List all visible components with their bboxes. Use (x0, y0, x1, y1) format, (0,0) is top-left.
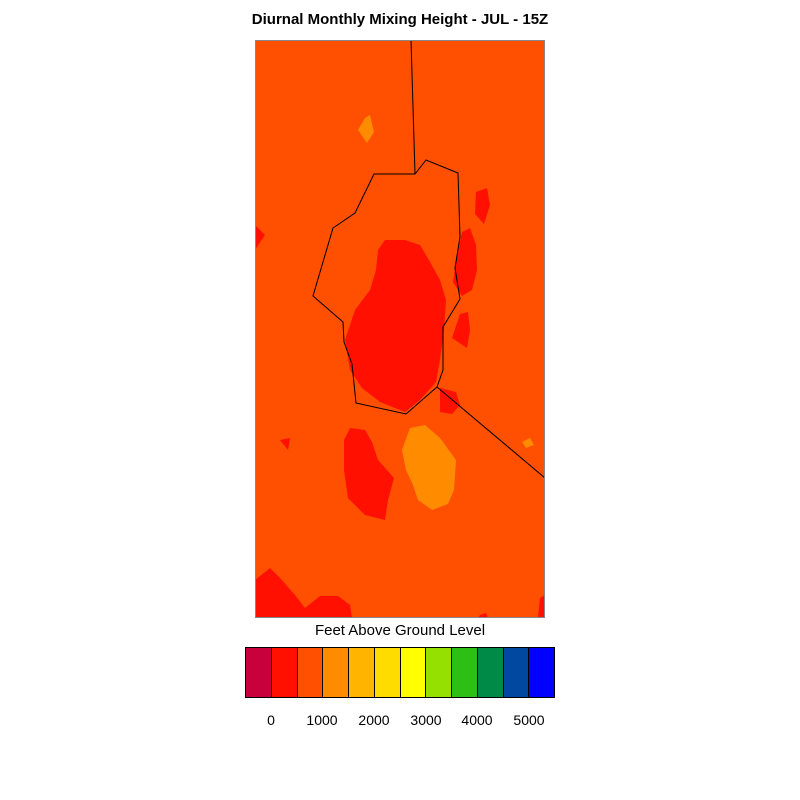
legend-title: Feet Above Ground Level (314, 622, 486, 639)
west-edge-low-zone (255, 225, 265, 250)
legend-swatch (246, 648, 272, 697)
legend-tick-label: 0 (267, 712, 275, 728)
legend-swatch (452, 648, 478, 697)
map-frame (255, 40, 545, 618)
southwest-low-dot (280, 438, 290, 450)
legend-swatch (271, 648, 298, 697)
legend-tick-label: 2000 (358, 712, 390, 728)
east-low-zone-4 (440, 388, 460, 414)
legend-swatch (529, 648, 554, 697)
map-title: Diurnal Monthly Mixing Height - JUL - 15… (251, 11, 549, 28)
color-legend-bar (245, 647, 555, 698)
legend-swatch (477, 648, 504, 697)
east-high-dot (522, 438, 534, 448)
boundary-southeast-line (436, 386, 545, 479)
bottom-low-sliver (478, 613, 488, 618)
legend-tick-label: 4000 (461, 712, 493, 728)
legend-tick-label: 5000 (513, 712, 545, 728)
legend-swatch (297, 648, 324, 697)
central-low-zone (345, 240, 446, 412)
east-low-zone-3 (452, 312, 470, 348)
bottom-left-low-zone (255, 568, 352, 618)
legend-swatch (426, 648, 452, 697)
legend-swatch (400, 648, 427, 697)
legend-swatch (503, 648, 530, 697)
bottom-right-low-zone (538, 595, 545, 618)
south-high-zone (402, 425, 456, 510)
east-low-zone-2 (453, 228, 477, 296)
mixing-height-map (255, 40, 545, 618)
legend-tick-labels: 0 1000 2000 3000 4000 5000 (0, 712, 800, 732)
legend-swatch (349, 648, 375, 697)
south-low-zone (344, 428, 394, 520)
legend-tick-label: 1000 (306, 712, 338, 728)
legend-tick-label: 3000 (410, 712, 442, 728)
legend-swatch (374, 648, 401, 697)
boundary-north-line (410, 40, 416, 175)
east-low-zone-1 (475, 188, 490, 224)
boundary-central-loop (312, 159, 461, 415)
legend-swatch (323, 648, 349, 697)
north-high-zone (358, 115, 374, 143)
